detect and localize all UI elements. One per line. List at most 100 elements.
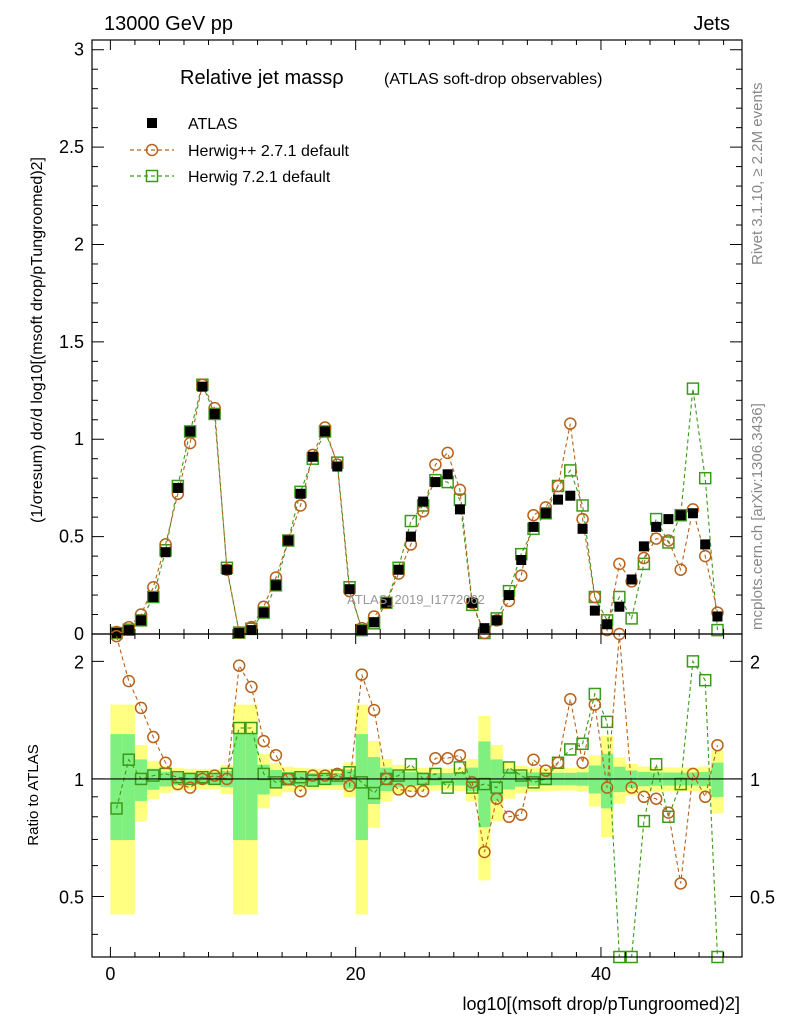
herwigpp-ratio-point bbox=[465, 776, 479, 789]
atlas-top-point bbox=[197, 381, 208, 392]
band-inner bbox=[245, 734, 258, 841]
herwigpp-ratio-point bbox=[441, 751, 454, 765]
atlas-top-point bbox=[221, 564, 232, 575]
herwigpp-ratio-point bbox=[134, 701, 148, 715]
atlas-top-point bbox=[320, 426, 331, 437]
herwigpp-ratio-point bbox=[232, 659, 246, 672]
band-inner bbox=[233, 734, 246, 841]
atlas-top-point bbox=[454, 504, 465, 515]
herwig7-ratio-point bbox=[649, 758, 663, 771]
herwigpp-ratio-point bbox=[649, 792, 663, 805]
atlas-top-point bbox=[111, 628, 122, 639]
legend: Relative jet massρ (ATLAS soft-drop obse… bbox=[130, 67, 602, 186]
x-tick-label: 0 bbox=[105, 964, 115, 984]
y-tick-label-bottom-right: 0.5 bbox=[750, 888, 775, 908]
legend-marker-atlas bbox=[147, 118, 157, 128]
herwig7-ratio-point bbox=[514, 769, 528, 782]
herwigpp-ratio-point bbox=[564, 692, 577, 706]
herwig7-top-point bbox=[625, 612, 638, 625]
herwigpp-ratio-point bbox=[600, 781, 614, 794]
atlas-top-point bbox=[651, 521, 662, 532]
herwigpp-top-point bbox=[514, 569, 528, 582]
atlas-top-point bbox=[479, 623, 490, 634]
herwigpp-ratio-point bbox=[392, 783, 405, 796]
herwigpp-ratio-point bbox=[122, 674, 136, 688]
atlas-top-point bbox=[577, 523, 588, 534]
band-inner bbox=[711, 762, 724, 797]
atlas-top-point bbox=[565, 490, 576, 501]
uncertainty-bands bbox=[110, 704, 724, 915]
x-tick-label: 20 bbox=[346, 964, 366, 984]
legend-marker-herwigpp bbox=[145, 143, 159, 157]
herwig7-top-point bbox=[318, 425, 332, 438]
atlas-top-point bbox=[442, 469, 453, 480]
atlas-top-point bbox=[675, 510, 686, 521]
herwigpp-ratio-point bbox=[367, 703, 381, 717]
herwig7-ratio-point bbox=[171, 770, 185, 784]
y-tick-label-top: 2 bbox=[74, 234, 84, 254]
herwigpp-top-point bbox=[281, 534, 295, 547]
atlas-top-point bbox=[185, 426, 196, 437]
herwigpp-ratio-point bbox=[490, 792, 503, 805]
herwigpp-ratio-point bbox=[588, 698, 602, 711]
herwig7-top-point bbox=[686, 382, 700, 395]
herwig7-ratio-point bbox=[576, 737, 589, 751]
band-inner bbox=[110, 734, 123, 841]
herwig7-top-point bbox=[404, 514, 418, 528]
y-tick-label-top: 3 bbox=[74, 40, 84, 60]
herwig7-ratio-point bbox=[147, 769, 160, 782]
atlas-top-point bbox=[172, 482, 183, 493]
band-inner bbox=[367, 757, 381, 805]
band-inner bbox=[122, 734, 135, 841]
herwig7-ratio-point bbox=[294, 770, 307, 784]
herwigpp-ratio-point bbox=[576, 756, 589, 770]
herwigpp-ratio-point bbox=[514, 808, 528, 821]
legend-marker-herwig7 bbox=[145, 169, 159, 183]
herwig7-ratio-point bbox=[637, 814, 651, 828]
herwig7-ratio-point bbox=[662, 810, 675, 824]
y-tick-label-top: 2.5 bbox=[59, 137, 84, 157]
herwigpp-top-point bbox=[698, 549, 712, 563]
herwigpp-ratio-point bbox=[662, 806, 675, 819]
herwigpp-top-point bbox=[527, 508, 540, 522]
y-tick-label-top: 1.5 bbox=[59, 332, 84, 352]
band-inner bbox=[490, 759, 503, 801]
herwigpp-top-point bbox=[453, 483, 467, 497]
y-tick-label-bottom: 2 bbox=[74, 652, 84, 672]
herwigpp-ratio-point bbox=[208, 769, 221, 782]
herwigpp-ratio-point bbox=[527, 753, 540, 766]
herwigpp-ratio-point bbox=[478, 845, 491, 859]
herwig7-ratio-point bbox=[453, 761, 467, 774]
legend-title-sub: (ATLAS soft-drop observables) bbox=[384, 71, 602, 88]
atlas-top-point bbox=[700, 539, 711, 550]
y-tick-label-bottom: 1 bbox=[74, 770, 84, 790]
herwigpp-ratio-point bbox=[318, 769, 332, 782]
atlas-top-point bbox=[258, 607, 269, 618]
herwigpp-ratio-point bbox=[343, 779, 356, 793]
y-axis-label-top: (1/σresum) dσ/d log10[(msoft drop/pTungr… bbox=[29, 157, 46, 523]
bottom-frame bbox=[91, 633, 743, 958]
atlas-top-point bbox=[626, 574, 637, 585]
herwigpp-ratio-point bbox=[355, 668, 369, 681]
herwigpp-top-point bbox=[662, 534, 675, 547]
atlas-top-point bbox=[430, 477, 441, 488]
atlas-top-point bbox=[491, 615, 502, 626]
herwig7-ratio-point bbox=[110, 802, 123, 815]
herwigpp-ratio-point bbox=[539, 764, 553, 777]
atlas-top-point bbox=[295, 488, 306, 499]
atlas-top-point bbox=[209, 408, 220, 419]
atlas-top-point bbox=[663, 514, 674, 525]
y-axis-label-bottom: Ratio to ATLAS bbox=[25, 744, 42, 845]
herwig7-top-point bbox=[637, 557, 651, 571]
herwig7-top-point bbox=[711, 623, 724, 637]
atlas-top-point bbox=[540, 508, 551, 519]
herwigpp-ratio-point bbox=[674, 877, 687, 890]
atlas-top-point bbox=[638, 541, 649, 552]
atlas-top-point bbox=[712, 611, 723, 622]
herwigpp-top-point bbox=[441, 446, 454, 460]
herwig7-ratio-point bbox=[686, 655, 700, 668]
herwig7-top-point bbox=[147, 590, 160, 604]
atlas-top-point bbox=[270, 580, 281, 591]
atlas-top-point bbox=[344, 584, 355, 595]
